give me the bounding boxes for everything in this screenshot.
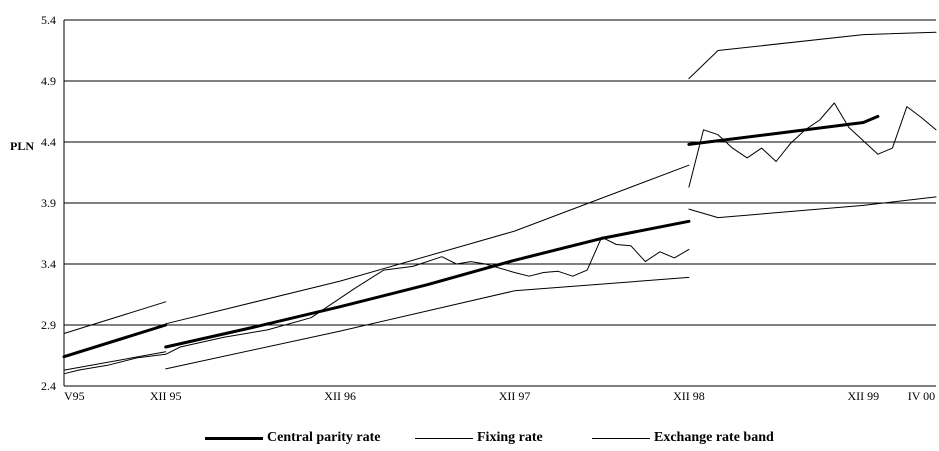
series-0-segment-2 <box>687 114 880 146</box>
legend-label-fixing: Fixing rate <box>477 430 543 445</box>
x-tick-label-3: XII 97 <box>499 389 531 403</box>
legend: Central parity rate Fixing rate Exchange… <box>0 428 939 448</box>
series-1-segment-0 <box>63 236 690 375</box>
legend-swatch-band <box>592 437 650 439</box>
y-tick-label-6: 5.4 <box>41 13 56 27</box>
x-tick-label-1: XII 95 <box>150 389 182 403</box>
y-tick-label-0: 2.4 <box>41 379 56 393</box>
x-tick-label-0: V95 <box>64 389 85 403</box>
y-tick-label-1: 2.9 <box>41 318 56 332</box>
x-tick-label-2: XII 96 <box>324 389 356 403</box>
legend-swatch-thick <box>205 436 263 440</box>
y-tick-label-4: 4.4 <box>41 135 56 149</box>
series-0-segment-1 <box>164 219 691 349</box>
legend-item-fixing: Fixing rate <box>415 428 543 448</box>
legend-item-band: Exchange rate band <box>592 428 774 448</box>
legend-label-band: Exchange rate band <box>654 430 774 445</box>
y-tick-label-2: 3.4 <box>41 257 56 271</box>
x-axis-ticks: V95 XII 95 XII 96 XII 97 XII 98 XII 99 IV 00 <box>64 389 935 403</box>
legend-swatch-thin <box>415 437 473 439</box>
x-tick-label-4: XII 98 <box>673 389 705 403</box>
x-tick-label-6: IV 00 <box>908 389 935 403</box>
series-2-segment-1 <box>165 164 690 325</box>
legend-label-central-parity: Central parity rate <box>267 430 381 445</box>
legend-item-central-parity: Central parity rate <box>205 428 381 448</box>
grid-lines <box>63 19 936 387</box>
y-axis-ticks: 2.4 2.9 3.4 3.9 4.4 4.9 5.4 <box>41 13 56 393</box>
x-tick-label-5: XII 99 <box>847 389 879 403</box>
y-tick-label-3: 3.9 <box>41 196 56 210</box>
series-2-segment-3 <box>63 351 167 371</box>
series-2-segment-2 <box>688 31 937 80</box>
y-axis-label: PLN <box>10 139 34 153</box>
series-2-segment-0 <box>63 301 167 334</box>
series-0-segment-0 <box>62 323 168 359</box>
series-2-segment-5 <box>688 196 937 219</box>
y-tick-label-5: 4.9 <box>41 74 56 88</box>
series-lines <box>62 31 937 375</box>
series-2-segment-4 <box>165 276 690 370</box>
series-1-segment-1 <box>688 102 937 188</box>
